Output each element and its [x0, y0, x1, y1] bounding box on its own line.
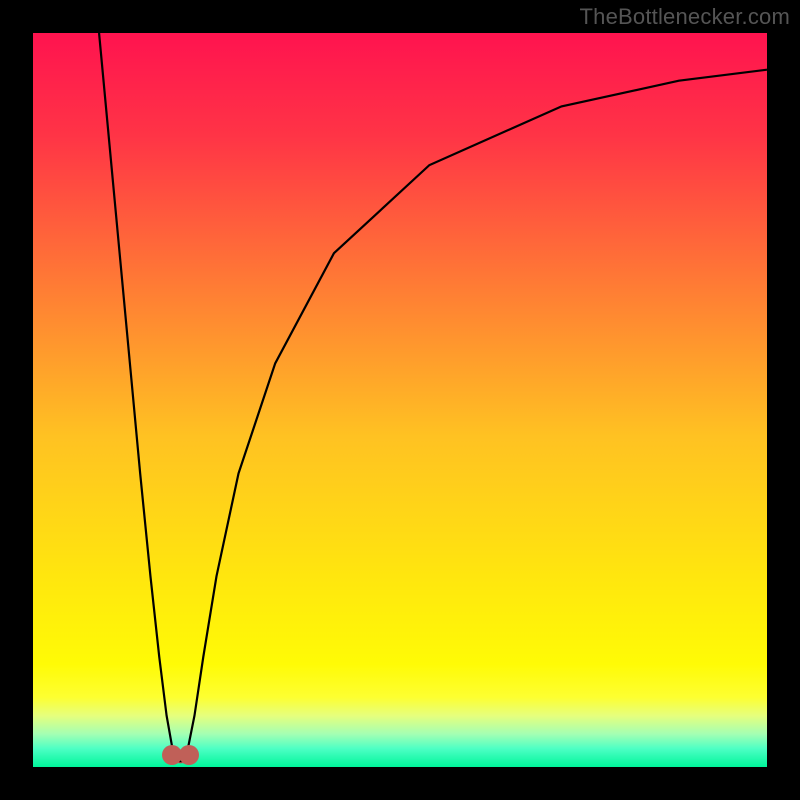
- notch-marker-right: [179, 745, 199, 765]
- gradient-background: [33, 33, 767, 767]
- watermark: TheBottlenecker.com: [580, 4, 790, 30]
- plot-area: [33, 33, 767, 767]
